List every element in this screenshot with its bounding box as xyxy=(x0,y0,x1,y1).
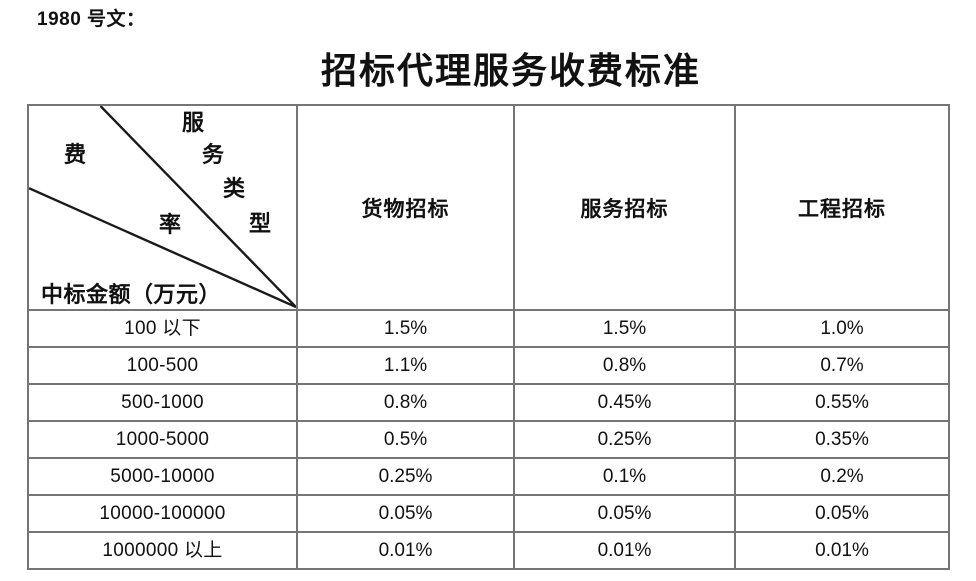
column-header-engineering: 工程招标 xyxy=(734,104,950,311)
rate-cell: 1.1% xyxy=(296,346,515,385)
amount-range-cell: 100 以下 xyxy=(27,309,298,348)
rate-cell: 0.05% xyxy=(513,494,736,533)
column-header-services: 服务招标 xyxy=(513,104,736,311)
table-row: 10000-100000 0.05% 0.05% 0.05% xyxy=(27,494,950,533)
table-row: 1000-5000 0.5% 0.25% 0.35% xyxy=(27,420,950,459)
rate-cell: 0.05% xyxy=(296,494,515,533)
rate-cell: 1.5% xyxy=(296,309,515,348)
rate-cell: 0.55% xyxy=(734,383,950,422)
table-row: 100 以下 1.5% 1.5% 1.0% xyxy=(27,309,950,348)
rate-cell: 0.1% xyxy=(513,457,736,496)
rate-cell: 0.8% xyxy=(296,383,515,422)
table-row: 5000-10000 0.25% 0.1% 0.2% xyxy=(27,457,950,496)
diagonal-corner-cell: 服 务 类 型 费 率 中标金额（万元） xyxy=(27,104,298,311)
page-title: 招标代理服务收费标准 xyxy=(320,51,701,91)
fee-standard-table: 服 务 类 型 费 率 中标金额（万元） 货物招标 服务招标 工程招标 100 … xyxy=(27,104,950,570)
amount-range-cell: 10000-100000 xyxy=(27,494,298,533)
rate-cell: 0.35% xyxy=(734,420,950,459)
column-header-goods: 货物招标 xyxy=(296,104,515,311)
rate-cell: 0.05% xyxy=(734,494,950,533)
rate-cell: 0.25% xyxy=(296,457,515,496)
rate-cell: 1.0% xyxy=(734,309,950,348)
rate-cell: 0.2% xyxy=(734,457,950,496)
rate-cell: 0.01% xyxy=(734,531,950,570)
rate-cell: 0.01% xyxy=(296,531,515,570)
corner-service-type-char-2: 务 xyxy=(201,142,224,167)
table-row: 500-1000 0.8% 0.45% 0.55% xyxy=(27,383,950,422)
rate-cell: 0.5% xyxy=(296,420,515,459)
corner-amount-axis-label: 中标金额（万元） xyxy=(41,282,222,307)
table-row: 1000000 以上 0.01% 0.01% 0.01% xyxy=(27,531,950,570)
corner-fee-rate-char-1: 费 xyxy=(63,142,86,167)
header-row: 服 务 类 型 费 率 中标金额（万元） 货物招标 服务招标 工程招标 xyxy=(27,104,950,311)
rate-cell: 0.45% xyxy=(513,383,736,422)
corner-service-type-char-4: 型 xyxy=(248,211,271,236)
rate-cell: 0.01% xyxy=(513,531,736,570)
rate-cell: 0.25% xyxy=(513,420,736,459)
corner-service-type-char-3: 类 xyxy=(222,176,245,201)
doc-ref-number: 1980 号文： xyxy=(37,9,146,30)
amount-range-cell: 1000-5000 xyxy=(27,420,298,459)
amount-range-cell: 500-1000 xyxy=(27,383,298,422)
rate-cell: 0.7% xyxy=(734,346,950,385)
amount-range-cell: 1000000 以上 xyxy=(27,531,298,570)
table-row: 100-500 1.1% 0.8% 0.7% xyxy=(27,346,950,385)
amount-range-cell: 100-500 xyxy=(27,346,298,385)
diagonal-lines xyxy=(30,107,295,308)
rate-cell: 0.8% xyxy=(513,346,736,385)
amount-range-cell: 5000-10000 xyxy=(27,457,298,496)
rate-cell: 1.5% xyxy=(513,309,736,348)
corner-service-type-char-1: 服 xyxy=(181,110,204,135)
corner-fee-rate-char-2: 率 xyxy=(158,212,181,237)
